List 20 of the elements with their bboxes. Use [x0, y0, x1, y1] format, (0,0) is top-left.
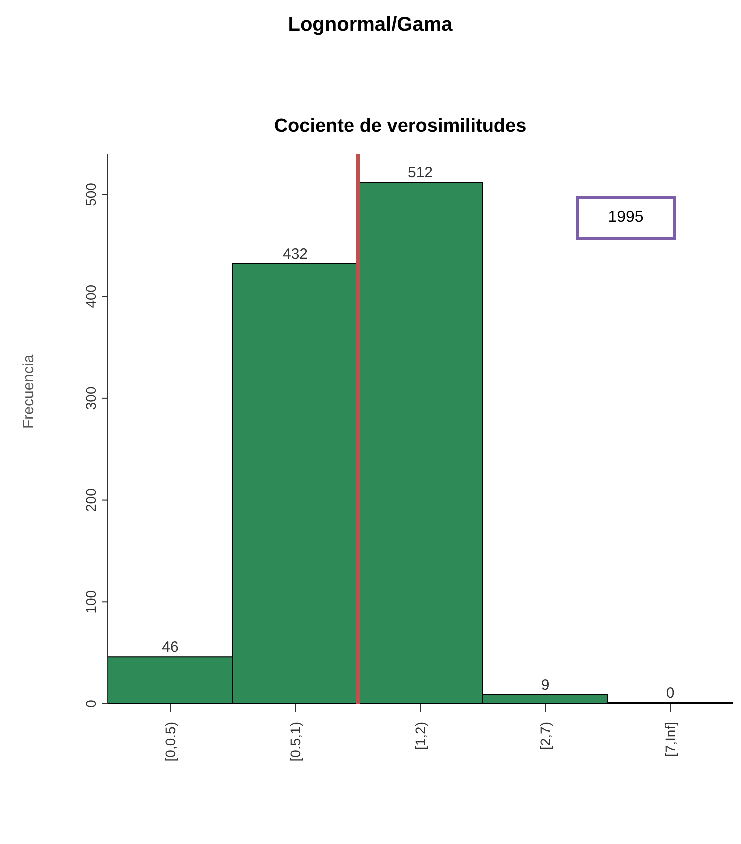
- y-axis-title: Frecuencia: [20, 354, 38, 429]
- chart-subtitle: Cociente de verosimilitudes: [273, 116, 528, 138]
- x-tick-label: [7,Inf]: [662, 722, 678, 758]
- data-label: 0: [666, 685, 675, 702]
- y-tick-label: 200: [83, 488, 99, 512]
- text-frame: 1995: [576, 196, 676, 240]
- x-tick-label: [0.5,1): [288, 722, 304, 762]
- y-tick-label: 100: [83, 590, 99, 614]
- x-tick-label: [2,7): [538, 722, 554, 750]
- data-label: 432: [282, 246, 308, 263]
- data-label: 9: [541, 676, 550, 694]
- y-tick-label: 0: [83, 700, 99, 708]
- y-tick-label: 300: [83, 386, 99, 410]
- x-tick-label: [1,2): [412, 722, 428, 750]
- data-label: 512: [408, 164, 434, 182]
- y-tick-label: 500: [83, 182, 99, 206]
- chart-title: Lognormal/Gama: [287, 13, 454, 38]
- x-tick-label: [0,0.5): [162, 722, 178, 762]
- y-tick-label: 400: [83, 284, 99, 308]
- data-label: 46: [162, 639, 179, 656]
